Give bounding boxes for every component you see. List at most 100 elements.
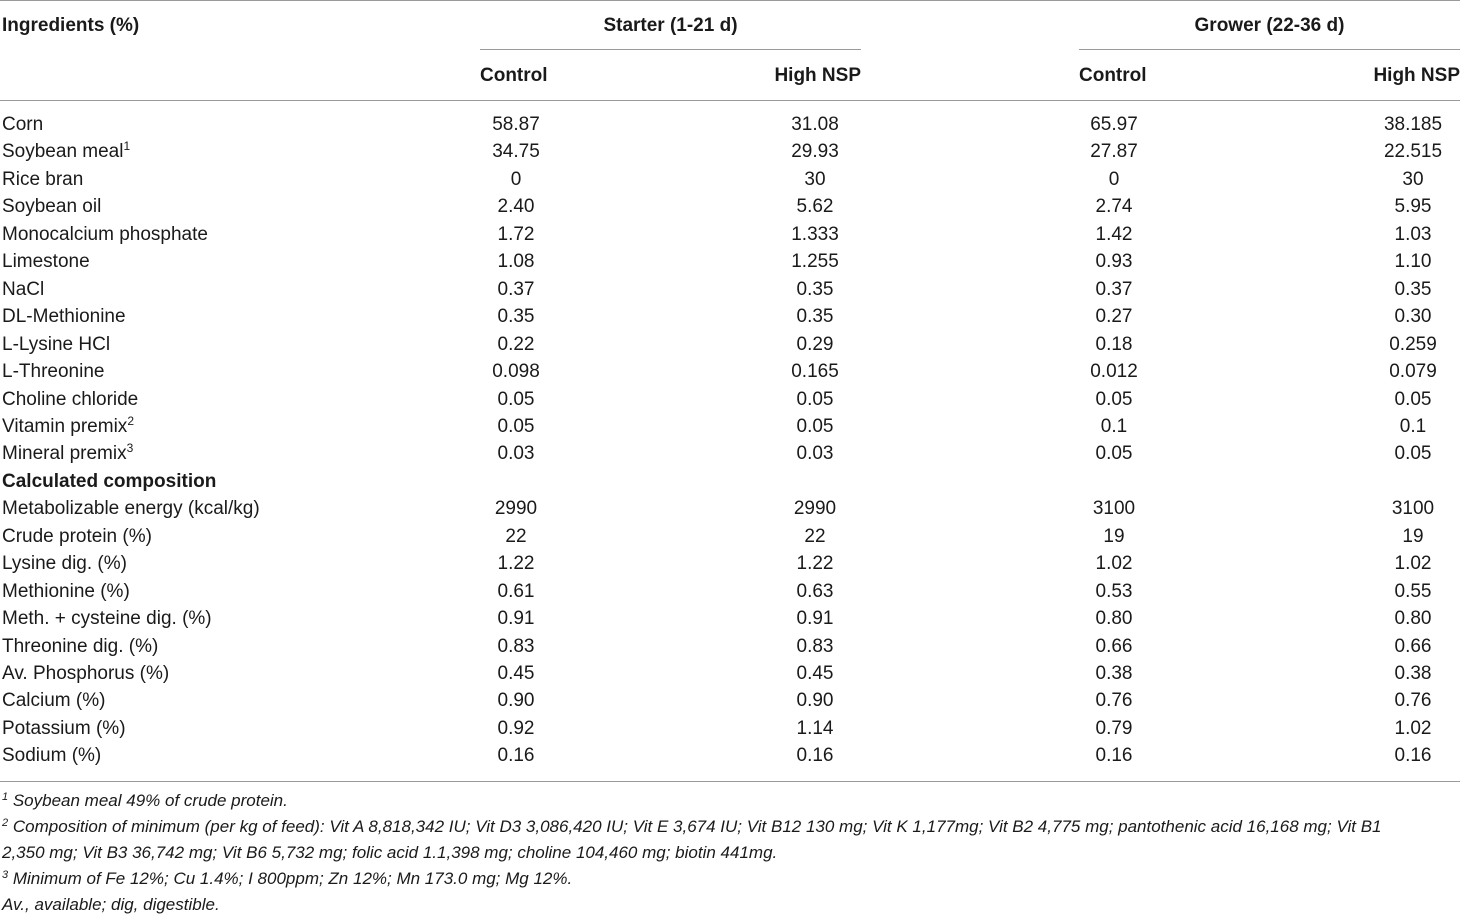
table-cell: 0.05	[497, 416, 535, 437]
table-cell: 1.72	[497, 224, 535, 245]
ingredients-header: Ingredients (%)	[2, 15, 140, 36]
table-cell: 0.29	[796, 334, 834, 355]
table-cell: 0.1	[1399, 416, 1427, 437]
row-label: Calcium (%)	[2, 690, 106, 711]
table-cell: 1.255	[791, 251, 839, 272]
table-cell: 58.87	[492, 114, 540, 135]
table-cell: 0.76	[1095, 690, 1133, 711]
row-label: Soybean oil	[2, 196, 102, 217]
table-cell: 3100	[1391, 498, 1435, 519]
table-cell: 19	[1103, 526, 1125, 547]
table-cell: 1.14	[796, 718, 834, 739]
row-label: NaCl	[2, 279, 45, 300]
table-cell: 0.16	[1095, 745, 1133, 766]
footnote-1: 1 Soybean meal 49% of crude protein.	[2, 791, 288, 810]
table-cell: 0.83	[497, 636, 535, 657]
table-cell: 0.05	[1095, 443, 1133, 464]
table-cell: 0.30	[1394, 306, 1432, 327]
table-cell: 0.37	[1095, 279, 1133, 300]
table-cell: 34.75	[492, 141, 540, 162]
table-cell: 0.35	[796, 279, 834, 300]
table-cell: 1.22	[796, 553, 834, 574]
row-label: Limestone	[2, 251, 90, 272]
table-cell: 0.165	[791, 361, 839, 382]
table-cell: 0.38	[1095, 663, 1133, 684]
table-cell: 2990	[793, 498, 837, 519]
footnote-3: 3 Minimum of Fe 12%; Cu 1.4%; I 800ppm; …	[2, 869, 573, 888]
table-cell: 0.76	[1394, 690, 1432, 711]
table-cell: 0.03	[796, 443, 834, 464]
section-header: Calculated composition	[2, 471, 217, 492]
table-cell: 19	[1402, 526, 1424, 547]
row-label: Av. Phosphorus (%)	[2, 663, 170, 684]
row-label: Soybean meal1	[2, 139, 131, 162]
table-cell: 22	[505, 526, 527, 547]
table-cell: 31.08	[791, 114, 839, 135]
table-cell: 0.27	[1095, 306, 1133, 327]
row-label: Corn	[2, 114, 44, 135]
table-cell: 2.40	[497, 196, 535, 217]
table-cell: 1.08	[497, 251, 535, 272]
top-rule	[0, 0, 1460, 1]
table-cell: 2990	[494, 498, 538, 519]
table-cell: 0.16	[497, 745, 535, 766]
row-label: L-Lysine HCl	[2, 334, 111, 355]
table-cell: 22.515	[1383, 141, 1443, 162]
table-cell: 1.02	[1394, 718, 1432, 739]
table-cell: 0.1	[1100, 416, 1128, 437]
row-label: Lysine dig. (%)	[2, 553, 127, 574]
footnote-2-continued: 2,350 mg; Vit B3 36,742 mg; Vit B6 5,732…	[2, 843, 778, 862]
table-cell: 0.93	[1095, 251, 1133, 272]
table-cell: 0.92	[497, 718, 535, 739]
table-cell: 0.79	[1095, 718, 1133, 739]
row-label: Crude protein (%)	[2, 526, 152, 547]
table-cell: 0	[510, 169, 522, 190]
table-cell: 5.62	[796, 196, 834, 217]
table-cell: 2.74	[1095, 196, 1133, 217]
starter-group-header: Starter (1-21 d)	[603, 15, 738, 36]
table-cell: 0.05	[1394, 443, 1432, 464]
row-label: Methionine (%)	[2, 581, 130, 602]
table-cell: 0.05	[796, 389, 834, 410]
table-cell: 0.37	[497, 279, 535, 300]
table-cell: 30	[1402, 169, 1424, 190]
table-cell: 0.91	[497, 608, 535, 629]
table-cell: 3100	[1092, 498, 1136, 519]
starter-control-header: Control	[480, 65, 548, 86]
table-cell: 0.91	[796, 608, 834, 629]
row-label: L-Threonine	[2, 361, 105, 382]
table-cell: 0.259	[1389, 334, 1437, 355]
table-cell: 1.10	[1394, 251, 1432, 272]
table-cell: 1.02	[1095, 553, 1133, 574]
grower-group-header: Grower (22-36 d)	[1194, 15, 1345, 36]
table-cell: 0.61	[497, 581, 535, 602]
table-cell: 0	[1108, 169, 1120, 190]
starter-group-rule	[480, 49, 861, 50]
table-cell: 0.03	[497, 443, 535, 464]
row-label: Potassium (%)	[2, 718, 126, 739]
table-cell: 1.22	[497, 553, 535, 574]
table-cell: 0.35	[796, 306, 834, 327]
row-label: Monocalcium phosphate	[2, 224, 208, 245]
row-label: Choline chloride	[2, 389, 139, 410]
grower-group-rule	[1079, 49, 1460, 50]
table-cell: 27.87	[1090, 141, 1138, 162]
row-label: Threonine dig. (%)	[2, 636, 159, 657]
table-cell: 0.90	[497, 690, 535, 711]
abbreviations-note: Av., available; dig, digestible.	[2, 895, 220, 914]
table-cell: 0.66	[1095, 636, 1133, 657]
table-cell: 0.45	[796, 663, 834, 684]
table-cell: 0.16	[796, 745, 834, 766]
table-cell: 0.098	[492, 361, 540, 382]
footnote-2: 2 Composition of minimum (per kg of feed…	[2, 817, 1382, 836]
table-cell: 0.35	[497, 306, 535, 327]
header-bottom-rule	[0, 100, 1460, 101]
table-cell: 38.185	[1383, 114, 1443, 135]
grower-control-header: Control	[1079, 65, 1147, 86]
table-cell: 0.63	[796, 581, 834, 602]
table-cell: 1.02	[1394, 553, 1432, 574]
table-cell: 0.83	[796, 636, 834, 657]
row-label: Mineral premix3	[2, 441, 134, 464]
table-cell: 65.97	[1090, 114, 1138, 135]
table-cell: 0.53	[1095, 581, 1133, 602]
